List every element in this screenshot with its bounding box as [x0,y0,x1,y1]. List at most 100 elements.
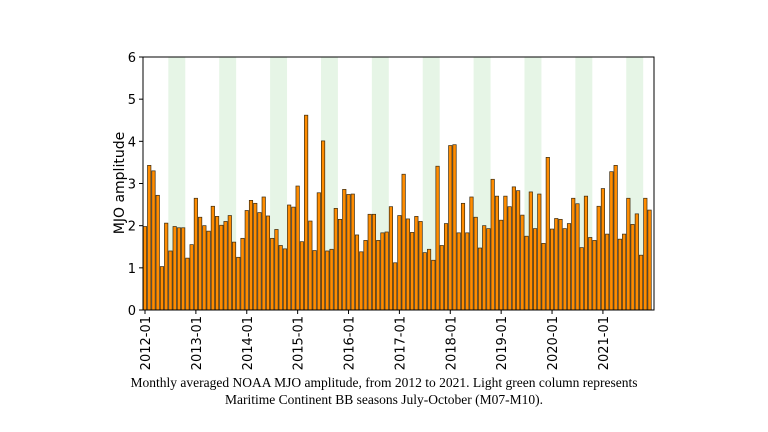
bar [609,171,614,311]
bar [367,213,372,311]
x-tick-label: 2012-01 [139,316,154,370]
season-shade [219,57,237,310]
bar [435,165,440,311]
x-tick-label: 2013-01 [190,316,205,370]
bar [223,221,228,311]
x-tick-label: 2019-01 [495,316,510,370]
bar [312,250,317,311]
x-axis: 2012-01 2013-01 2014-01 2015-01 2016-01 2017-… [139,310,612,370]
bar [202,225,207,311]
bar [643,197,648,311]
bar [346,194,351,311]
season-shade [320,57,338,310]
bar [265,215,271,311]
bar [427,248,432,311]
bar [291,206,296,311]
bar [516,190,521,311]
bar [507,206,512,311]
bar [304,114,309,311]
season-shade [524,57,542,310]
x-tick-label: 2015-01 [292,316,307,370]
bar [227,215,232,311]
bar [410,232,415,311]
bar [414,216,419,311]
x-tick-label: 2018-01 [444,316,459,370]
bar [537,193,542,311]
y-tick-label: 3 [128,178,136,193]
bar [176,227,181,311]
bar [231,241,237,311]
season-shade [270,57,288,310]
bar [566,223,572,311]
season-shade [626,57,644,310]
bar [613,165,618,311]
bar [278,245,283,311]
x-tick-label: 2021-01 [597,316,612,370]
bar [448,145,453,311]
bar [164,222,169,311]
bar [439,245,444,311]
season-shade [168,57,186,310]
bar [253,202,258,311]
bar [236,256,241,311]
bar [397,215,402,311]
bar [524,235,529,311]
bar [405,218,410,311]
bar [316,192,321,311]
bar [295,185,300,311]
bar [647,209,652,311]
bar [193,197,198,311]
bar [452,144,457,311]
x-tick-label: 2020-01 [546,316,561,370]
bar [456,232,461,311]
bar [257,212,262,311]
bar [511,186,516,311]
bar [189,244,194,311]
y-tick-label: 2 [128,220,136,235]
bar [460,202,466,311]
bar [350,193,355,311]
bar [541,243,546,311]
bar [337,218,343,311]
bar [499,219,504,311]
bar [477,247,483,311]
bar [596,205,601,311]
bar [384,231,389,311]
bar [282,248,287,311]
bar [418,221,423,311]
x-tick-label: 2017-01 [393,316,408,370]
bar [299,241,304,311]
bar [181,227,186,311]
bar [359,251,364,311]
bar [592,240,597,311]
season-shade [371,57,389,310]
season-shade [473,57,491,310]
bar [486,228,491,311]
bar [533,228,538,311]
y-tick-label: 4 [128,135,136,150]
bar [617,238,622,311]
y-tick-label: 0 [128,304,136,319]
bar [151,170,156,311]
bar [142,226,148,311]
bar [431,259,436,311]
bar [626,197,631,311]
bar [240,237,245,311]
bar [549,228,555,311]
bar [147,165,152,311]
bar [482,225,487,311]
bar [600,188,605,311]
bar [321,140,326,311]
bar [605,233,610,311]
caption-line-1: Monthly averaged NOAA MJO amplitude, fro… [130,375,638,390]
bar [469,196,474,311]
bar [520,214,525,311]
bar [287,204,292,311]
bar [371,213,377,311]
bar [333,208,338,311]
bar [579,247,584,311]
bar [206,230,211,311]
bar [172,226,177,311]
bar [634,213,639,311]
bar [494,195,499,311]
